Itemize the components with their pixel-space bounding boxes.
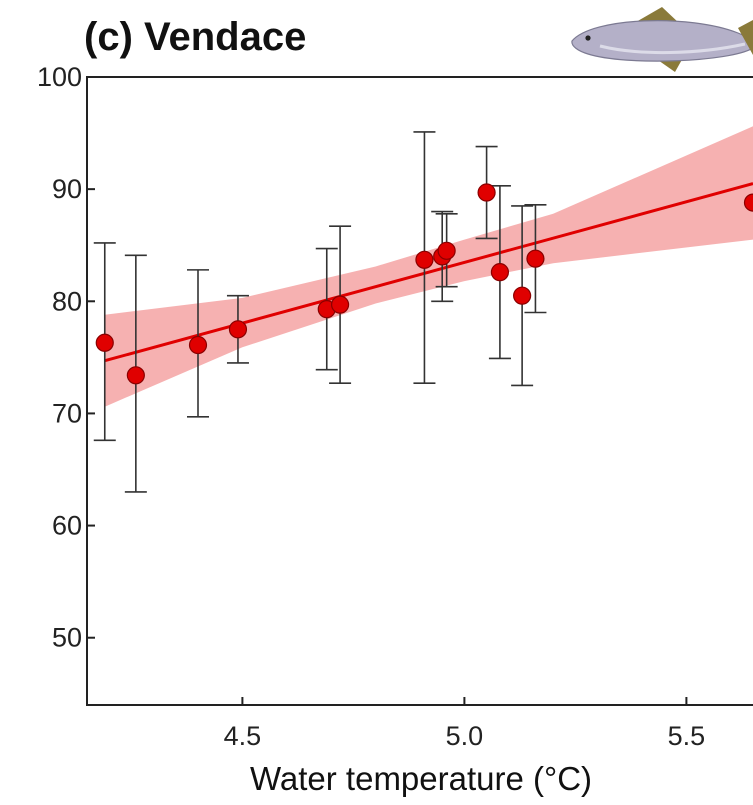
y-tick-label-60: 60 [52, 511, 82, 541]
x-axis-label: Water temperature (°C) [250, 760, 592, 797]
y-tick-label-90: 90 [52, 174, 82, 204]
y-tick-label-80: 80 [52, 286, 82, 316]
data-point-6 [415, 250, 434, 269]
y-tick-label-50: 50 [52, 623, 82, 653]
error-bar-layer [93, 131, 547, 493]
fit-line-layer [104, 182, 753, 363]
chart-title: (c) Vendace [84, 15, 306, 59]
data-point-11 [513, 286, 532, 305]
fit-line [104, 182, 753, 363]
data-point-13 [743, 193, 753, 212]
data-points-layer [95, 183, 753, 385]
plot-area [93, 126, 753, 493]
data-point-1 [126, 366, 145, 385]
data-point-2 [188, 335, 208, 355]
data-point-10 [490, 263, 510, 282]
data-point-5 [330, 295, 350, 314]
data-point-0 [95, 333, 114, 352]
x-tick-label-5.5: 5.5 [668, 721, 706, 751]
x-axis: 4.5 5.0 5.5 [224, 697, 706, 751]
y-tick-label-100: 100 [37, 62, 82, 92]
data-point-9 [477, 183, 496, 202]
data-point-3 [228, 320, 248, 339]
y-axis: 50 60 70 80 90 100 [37, 62, 95, 653]
y-tick-label-70: 70 [52, 398, 82, 428]
data-point-12 [526, 249, 545, 268]
x-tick-label-5: 5.0 [446, 721, 484, 751]
fish-icon [571, 7, 753, 72]
plot-frame [86, 76, 753, 706]
x-tick-label-4.5: 4.5 [224, 721, 262, 751]
data-point-8 [437, 241, 456, 260]
